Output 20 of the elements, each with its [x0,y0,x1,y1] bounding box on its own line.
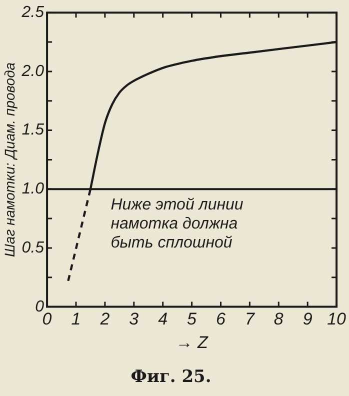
x-tick-label: 1 [71,310,81,329]
annotation: Ниже этой линии намотка должна быть сплошной [110,196,244,252]
x-tick-label: 8 [274,310,284,329]
x-tick-label: 6 [216,310,226,329]
text: Фиг. 25. [130,367,212,388]
y-tick-label: 0 [35,298,44,316]
x-axis-title: → Z [176,333,208,352]
x-tick-label: 2 [99,310,110,329]
x-tick-label: 10 [327,310,347,329]
x-tick-label: 5 [187,310,198,329]
x-tick-label: 7 [244,310,255,329]
y-tick-label: 1.5 [22,122,44,139]
y-tick-label: 2.5 [20,4,44,22]
y-tick-label: 2.0 [20,62,44,80]
y-tick-label: 0.5 [22,239,44,256]
y-axis-title: Шаг намотки: Диам. провода [1,62,18,257]
x-tick-label: 3 [129,310,140,329]
x-tick-label: 4 [158,310,168,329]
x-tick-label: 9 [302,310,313,329]
y-tick-label: 1.0 [22,180,44,198]
